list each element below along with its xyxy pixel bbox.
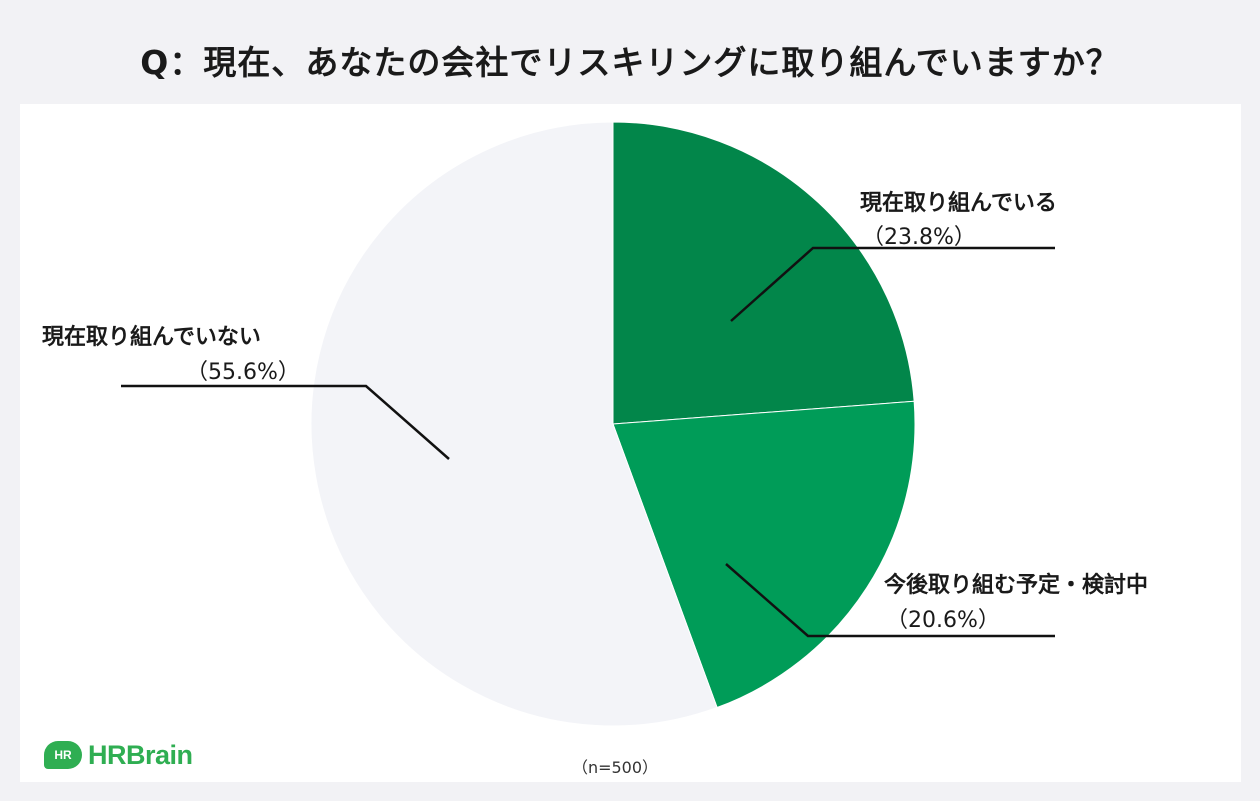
slice-value-not-doing: （55.6%） <box>186 360 300 385</box>
slice-label-doing: 現在取り組んでいる <box>860 191 1057 216</box>
brand-logo: HR HRBrain <box>44 738 193 772</box>
slice-label-planning: 今後取り組む予定・検討中 <box>884 573 1149 598</box>
pie-slice-planning <box>612 400 916 709</box>
slice-label-not-doing: 現在取り組んでいない <box>42 325 261 350</box>
brand-logo-text: HRBrain <box>88 739 193 770</box>
brand-badge-icon: HR <box>44 741 82 769</box>
sample-size-note: （n=500） <box>571 758 659 777</box>
leader-line-not-doing <box>121 384 450 460</box>
chart-title: Q：現在、あなたの会社でリスキリングに取り組んでいますか？ <box>140 43 1120 82</box>
pie-slice-not-doing <box>310 121 718 727</box>
slice-value-planning: （20.6%） <box>886 608 1000 633</box>
pie-slice-doing <box>612 121 915 425</box>
leader-line-doing <box>730 246 1055 322</box>
slice-value-doing: （23.8%） <box>862 225 976 250</box>
leader-line-planning <box>725 563 1055 638</box>
